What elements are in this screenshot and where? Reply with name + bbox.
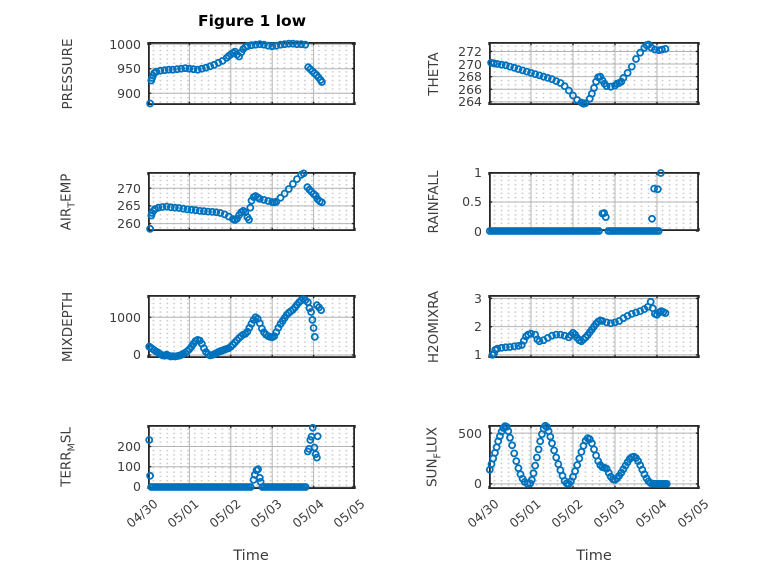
data-markers-air-temp	[146, 169, 326, 233]
x-tick-label: 04/30	[123, 496, 161, 531]
x-tick-label: 04/30	[464, 496, 502, 531]
y-tick-label: 3	[474, 290, 482, 306]
y-axis-label-rainfall: RAINFALL	[426, 170, 442, 233]
y-tick-label: 260	[117, 216, 141, 232]
y-tick-label: 270	[458, 56, 482, 72]
subplot-terr-msl	[145, 423, 356, 491]
data-markers-terr-msl	[145, 423, 322, 491]
data-markers-pressure	[146, 39, 326, 108]
y-tick-label: 0.5	[462, 194, 482, 210]
y-axis-label-terr-msl: TERRMSL	[58, 427, 78, 487]
subplot-pressure	[146, 39, 356, 108]
y-axis-label-mixdepth: MIXDEPTH	[60, 291, 76, 362]
figure-title: Figure 1 low	[197, 12, 307, 30]
x-tick-label: 05/03	[247, 496, 285, 531]
x-axis-label-right: Time	[576, 548, 612, 564]
y-tick-label: 266	[458, 81, 482, 97]
y-axis-label-sun-flux: SUNFLUX	[424, 426, 444, 488]
data-markers-theta	[487, 40, 670, 108]
y-axis-label-pressure: PRESSURE	[60, 38, 76, 109]
subplot-pressure-area	[148, 42, 355, 105]
x-tick-label: 05/04	[288, 496, 327, 531]
y-tick-label: 0	[133, 347, 141, 363]
y-tick-label: 0	[474, 223, 482, 239]
y-tick-label: 2	[474, 319, 482, 335]
data-markers-mixdepth	[145, 295, 326, 361]
x-tick-label: 05/02	[206, 496, 244, 531]
y-tick-label: 265	[117, 198, 141, 214]
subplot-mixdepth	[145, 294, 356, 361]
y-tick-label: 100	[117, 459, 141, 475]
subplot-air-temp	[146, 169, 356, 233]
y-tick-label: 1	[474, 347, 482, 363]
y-tick-label: 950	[117, 61, 141, 77]
y-axis-label-theta: THETA	[426, 51, 442, 96]
x-tick-label: 05/01	[164, 496, 203, 531]
data-markers-rainfall	[485, 169, 665, 235]
y-axis-label-air-temp: AIRTEMP	[58, 173, 78, 230]
y-tick-label: 500	[458, 425, 482, 441]
y-tick-label: 264	[458, 94, 482, 110]
y-tick-label: 0	[133, 479, 141, 495]
y-axis-label-h2omixra: H2OMIXRA	[426, 290, 442, 363]
data-markers-sun-flux	[485, 421, 671, 488]
x-tick-label: 05/01	[506, 496, 544, 531]
x-tick-label: 05/05	[330, 496, 368, 531]
x-tick-label: 05/03	[590, 496, 628, 531]
subplot-h2omixra	[488, 294, 700, 359]
subplot-theta	[487, 40, 700, 108]
x-tick-label: 05/05	[674, 496, 712, 531]
y-tick-label: 270	[117, 180, 141, 196]
y-tick-label: 1000	[109, 36, 141, 52]
y-tick-label: 900	[117, 85, 141, 101]
x-axis-label-left: Time	[233, 548, 269, 564]
y-tick-label: 1000	[109, 309, 141, 325]
subplot-sun-flux	[485, 421, 700, 490]
subplot-rainfall	[485, 169, 700, 235]
data-markers-h2omixra	[488, 297, 670, 359]
y-tick-label: 268	[458, 69, 482, 85]
y-tick-label: 272	[458, 43, 482, 59]
x-tick-label: 05/02	[548, 496, 586, 531]
x-tick-label: 05/04	[632, 496, 670, 531]
y-tick-label: 1	[474, 165, 482, 181]
y-tick-label: 200	[117, 438, 141, 454]
y-tick-label: 0	[474, 476, 482, 492]
